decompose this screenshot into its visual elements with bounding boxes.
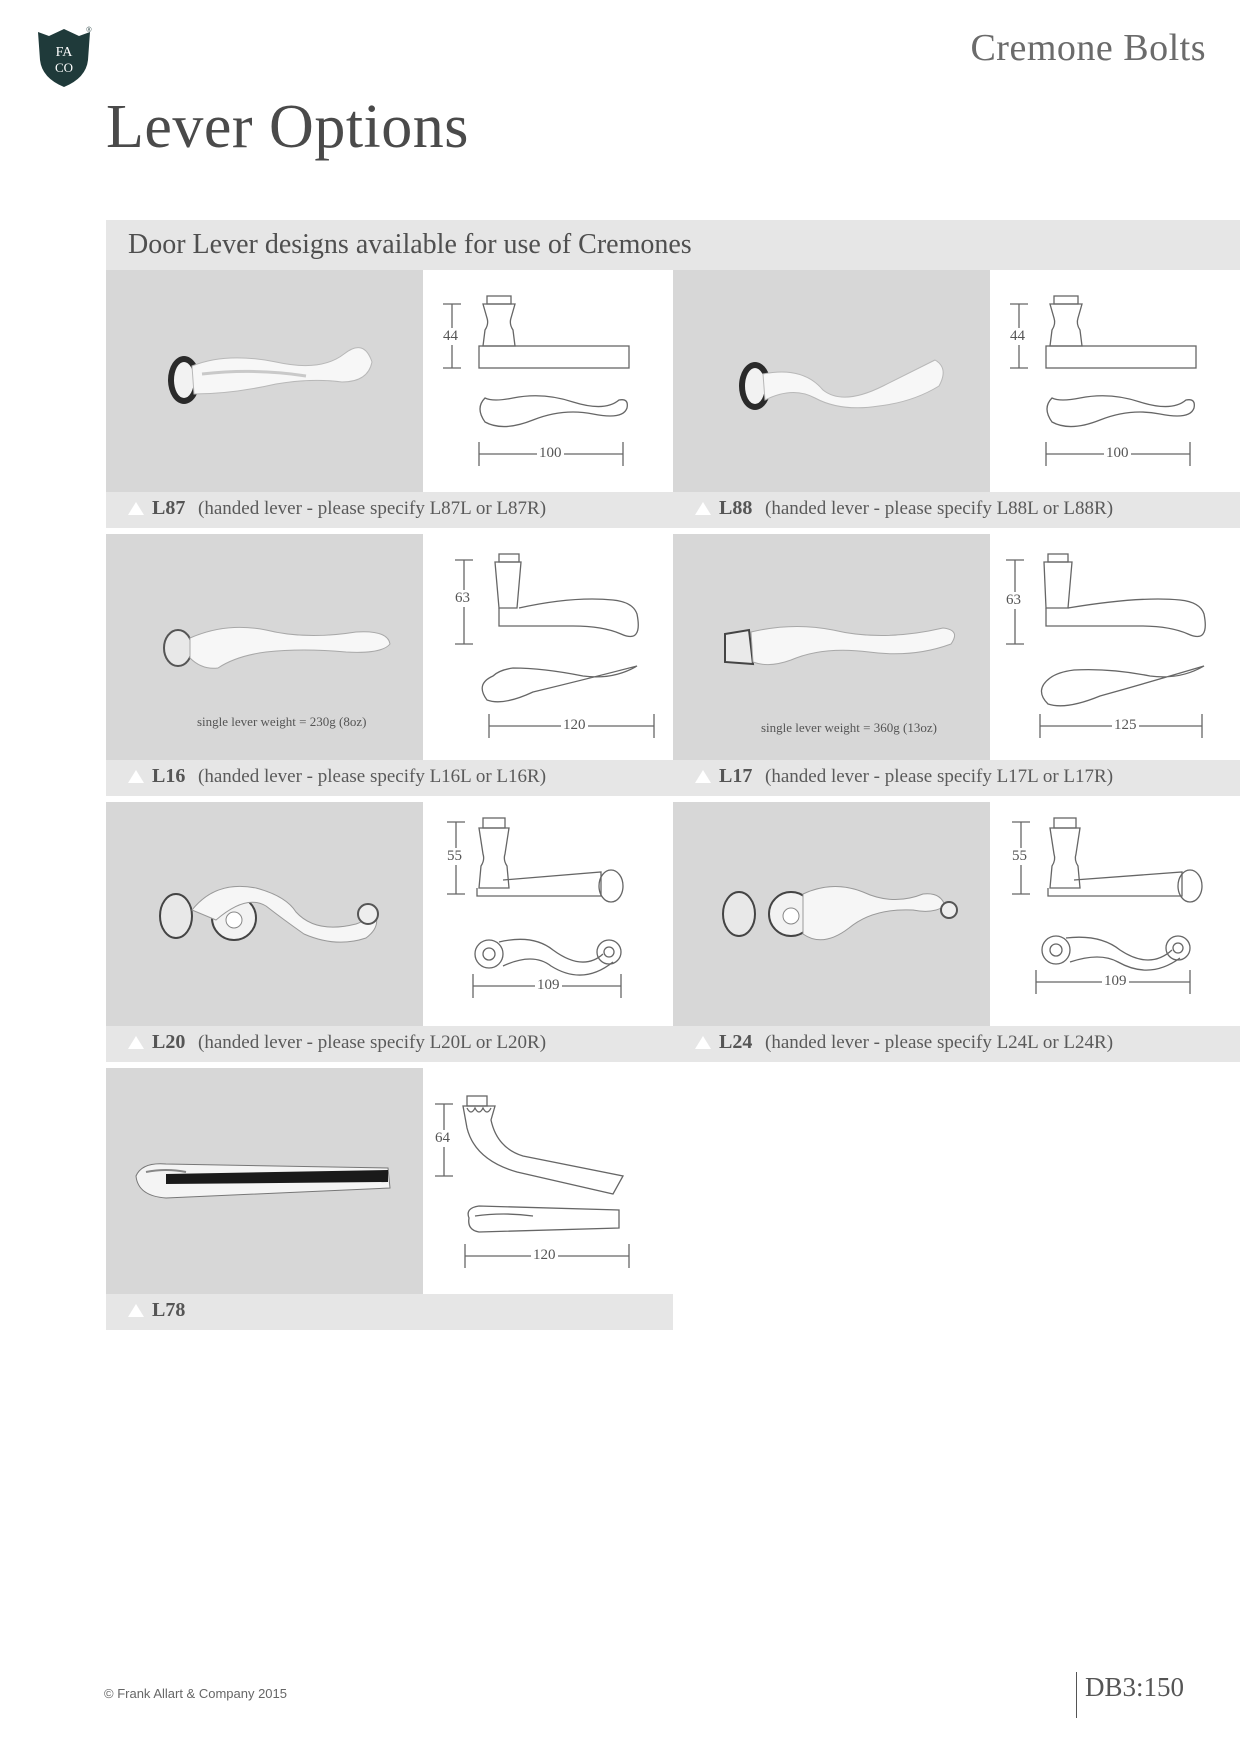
page-title: Lever Options — [106, 93, 469, 161]
triangle-marker-icon — [128, 770, 144, 783]
logo-registered-mark: ® — [86, 26, 92, 34]
dimension-height-l20: 55 — [445, 848, 464, 865]
dimension-height-l17: 63 — [1004, 592, 1023, 609]
product-caption-l17: L17 (handed lever - please specify L17L … — [673, 760, 1240, 796]
dimension-width-l17: 125 — [1112, 717, 1139, 734]
product-description-l17: (handed lever - please specify L17L or L… — [765, 766, 1114, 787]
product-description-l20: (handed lever - please specify L20L or L… — [198, 1032, 547, 1053]
product-card-l88: 44 100 L88 (handed lever - please specif… — [673, 270, 1240, 530]
dimension-width-l20: 109 — [535, 977, 562, 994]
technical-drawing-l87: 44 100 — [423, 270, 673, 492]
product-caption-l24: L24 (handed lever - please specify L24L … — [673, 1026, 1240, 1062]
technical-drawing-l24: 55 109 — [990, 802, 1240, 1026]
copyright-notice: © Frank Allart & Company 2015 — [104, 1686, 287, 1701]
weight-note-l17: single lever weight = 360g (13oz) — [761, 720, 937, 735]
technical-drawing-l78: 64 120 — [423, 1068, 673, 1294]
product-card-l78: 64 120 L78 — [106, 1068, 673, 1332]
product-caption-l78: L78 — [106, 1294, 673, 1330]
dimension-height-l78: 64 — [433, 1130, 452, 1147]
product-photo-l24 — [673, 802, 990, 1026]
product-card-l24: 55 109 L24 (handed lever - please specif… — [673, 802, 1240, 1064]
product-code-l20: L20 — [152, 1031, 186, 1053]
section-title: Cremone Bolts — [970, 27, 1206, 69]
product-caption-l16: L16 (handed lever - please specify L16L … — [106, 760, 673, 796]
dimension-width-l87: 100 — [537, 445, 564, 462]
product-caption-l88: L88 (handed lever - please specify L88L … — [673, 492, 1240, 528]
product-description-l88: (handed lever - please specify L88L or L… — [765, 498, 1114, 519]
page-reference: DB3:150 — [1076, 1672, 1184, 1718]
product-code-l87: L87 — [152, 497, 186, 519]
product-card-l87: 44 100 L87 (handed lever - please specif… — [106, 270, 673, 530]
logo-bottom-text: CO — [55, 60, 73, 75]
product-code-l17: L17 — [719, 765, 753, 787]
page-subtitle: Door Lever designs available for use of … — [128, 229, 692, 260]
triangle-marker-icon — [695, 1036, 711, 1049]
technical-drawing-l17: 63 125 — [990, 534, 1240, 760]
product-photo-l17: single lever weight = 360g (13oz) — [673, 534, 990, 760]
product-code-l78: L78 — [152, 1299, 186, 1321]
technical-drawing-l16: 63 120 — [423, 534, 673, 760]
technical-drawing-l20: 55 109 — [423, 802, 673, 1026]
dimension-height-l88: 44 — [1008, 328, 1027, 345]
dimension-height-l16: 63 — [453, 590, 472, 607]
triangle-marker-icon — [128, 1036, 144, 1049]
product-code-l88: L88 — [719, 497, 753, 519]
product-code-l16: L16 — [152, 765, 186, 787]
subtitle-bar: Door Lever designs available for use of … — [106, 220, 1240, 270]
product-description-l87: (handed lever - please specify L87L or L… — [198, 498, 547, 519]
technical-drawing-l88: 44 100 — [990, 270, 1240, 492]
weight-note-l16: single lever weight = 230g (8oz) — [197, 714, 367, 729]
faco-logo: FA CO ® — [38, 26, 92, 87]
product-caption-l87: L87 (handed lever - please specify L87L … — [106, 492, 673, 528]
product-card-l16: single lever weight = 230g (8oz) 63 120 … — [106, 534, 673, 798]
product-card-l20: 55 109 L20 (handed lever - please specif… — [106, 802, 673, 1064]
product-code-l24: L24 — [719, 1031, 753, 1053]
product-photo-l88 — [673, 270, 990, 492]
product-photo-l20 — [106, 802, 423, 1026]
dimension-height-l87: 44 — [441, 328, 460, 345]
product-caption-l20: L20 (handed lever - please specify L20L … — [106, 1026, 673, 1062]
product-photo-l16: single lever weight = 230g (8oz) — [106, 534, 423, 760]
dimension-width-l78: 120 — [531, 1247, 558, 1264]
triangle-marker-icon — [695, 770, 711, 783]
triangle-marker-icon — [695, 502, 711, 515]
triangle-marker-icon — [128, 1304, 144, 1317]
dimension-width-l16: 120 — [561, 717, 588, 734]
dimension-height-l24: 55 — [1010, 848, 1029, 865]
product-card-l17: single lever weight = 360g (13oz) 63 125… — [673, 534, 1240, 798]
dimension-width-l24: 109 — [1102, 973, 1129, 990]
triangle-marker-icon — [128, 502, 144, 515]
dimension-width-l88: 100 — [1104, 445, 1131, 462]
product-description-l24: (handed lever - please specify L24L or L… — [765, 1032, 1114, 1053]
product-description-l16: (handed lever - please specify L16L or L… — [198, 766, 547, 787]
product-photo-l87 — [106, 270, 423, 492]
product-photo-l78 — [106, 1068, 423, 1294]
logo-top-text: FA — [56, 45, 74, 60]
